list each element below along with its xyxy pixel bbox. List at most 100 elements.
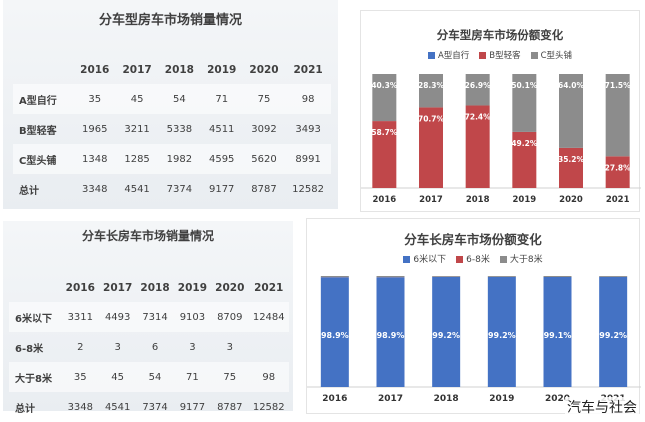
table-header-cell: 2016 — [74, 56, 116, 84]
x-tick-label: 2019 — [512, 195, 536, 205]
x-tick-label: 2019 — [489, 394, 514, 404]
table-cell: 1285 — [116, 144, 158, 174]
table-cell: 71 — [201, 84, 243, 114]
table-cell: 1348 — [74, 144, 116, 174]
bar-segment — [377, 276, 405, 277]
table-header-cell: 2021 — [285, 56, 331, 84]
table-cell: 5620 — [243, 144, 285, 174]
table-cell: 54 — [158, 84, 200, 114]
x-tick-label: 2018 — [466, 195, 490, 205]
table-cell: 9177 — [174, 392, 211, 422]
data-label: 58.7% — [371, 128, 398, 137]
row-label: 总计 — [13, 174, 74, 204]
bar-segment — [599, 276, 627, 277]
row-label: 6米以下 — [9, 302, 62, 332]
x-tick-label: 2021 — [606, 195, 630, 205]
bar-segment — [321, 276, 349, 277]
table-cell: 6 — [136, 332, 173, 362]
table-header-cell: 2019 — [174, 274, 211, 302]
table-header-cell: 2020 — [243, 56, 285, 84]
data-label: 71.5% — [605, 81, 632, 90]
x-tick-label: 2020 — [559, 195, 583, 205]
data-label: 72.4% — [465, 112, 492, 121]
table-header-cell: 2018 — [136, 274, 173, 302]
row-label: A型自行 — [13, 84, 74, 114]
table-cell: 7374 — [136, 392, 173, 422]
table-cell: 75 — [243, 84, 285, 114]
table-cell: 12484 — [248, 302, 289, 332]
table-cell: 1982 — [158, 144, 200, 174]
row-label: 6-8米 — [9, 332, 62, 362]
table-cell: 3493 — [285, 114, 331, 144]
table-header-cell: 2020 — [211, 274, 248, 302]
table-cell: 45 — [116, 84, 158, 114]
row-label: C型头铺 — [13, 144, 74, 174]
data-label: 99.2% — [432, 331, 460, 340]
data-label: 40.3% — [371, 81, 398, 90]
table-cell: 4541 — [99, 392, 136, 422]
table-header-cell: 2019 — [201, 56, 243, 84]
data-label: 70.7% — [418, 114, 445, 123]
data-label: 98.9% — [321, 331, 349, 340]
bar-segment — [419, 74, 443, 107]
table-corner — [9, 274, 62, 302]
data-label: 28.3% — [418, 81, 445, 90]
row-label: 大于8米 — [9, 362, 62, 392]
table-cell: 3092 — [243, 114, 285, 144]
table-header-cell: 2018 — [158, 56, 200, 84]
table-cell: 8787 — [211, 392, 248, 422]
data-label: 98.9% — [377, 331, 405, 340]
bar-segment — [488, 276, 516, 277]
x-tick-label: 2016 — [372, 195, 396, 205]
table-cell: 9103 — [174, 302, 211, 332]
vehicle-type-share-chart: 58.7%40.3%201670.7%28.3%201772.4%26.9%20… — [361, 11, 641, 213]
table-cell: 1965 — [74, 114, 116, 144]
table-cell: 3 — [211, 332, 248, 362]
row-label: B型轻客 — [13, 114, 74, 144]
table-header-cell: 2017 — [99, 274, 136, 302]
vehicle-length-share-chart: 98.9% 2016 98.9% 2017 99.2% 2018 99.2% 2019 99.1… — [307, 219, 641, 415]
vehicle-type-sales-title: 分车型房车市场销量情况 — [3, 9, 338, 28]
table-cell: 3348 — [62, 392, 99, 422]
table-cell: 4493 — [99, 302, 136, 332]
data-label: 50.1% — [511, 81, 538, 90]
table-cell: 3348 — [74, 174, 116, 204]
data-label: 64.0% — [558, 81, 585, 90]
table-cell: 3 — [174, 332, 211, 362]
table-header-cell: 2017 — [116, 56, 158, 84]
bar-segment — [544, 276, 572, 277]
vehicle-length-sales-title: 分车长房车市场销量情况 — [3, 227, 293, 244]
x-tick-label: 2016 — [322, 394, 347, 404]
data-label: 26.9% — [465, 81, 492, 90]
table-cell — [248, 332, 289, 362]
table-cell: 4541 — [116, 174, 158, 204]
x-tick-label: 2017 — [378, 394, 403, 404]
x-tick-label: 2018 — [434, 394, 459, 404]
row-label: 总计 — [9, 392, 62, 422]
table-cell: 8709 — [211, 302, 248, 332]
data-label: 99.1% — [544, 331, 572, 340]
table-cell: 12582 — [248, 392, 289, 422]
data-label: 99.2% — [488, 331, 516, 340]
table-cell: 9177 — [201, 174, 243, 204]
table-cell: 54 — [136, 362, 173, 392]
watermark-text: 汽车与社会 — [565, 397, 639, 417]
bar-segment — [432, 276, 460, 277]
table-corner — [13, 56, 74, 84]
table-cell: 4511 — [201, 114, 243, 144]
table-cell: 35 — [74, 84, 116, 114]
table-cell: 7374 — [158, 174, 200, 204]
table-cell: 98 — [248, 362, 289, 392]
table-cell: 98 — [285, 84, 331, 114]
table-header-cell: 2021 — [248, 274, 289, 302]
